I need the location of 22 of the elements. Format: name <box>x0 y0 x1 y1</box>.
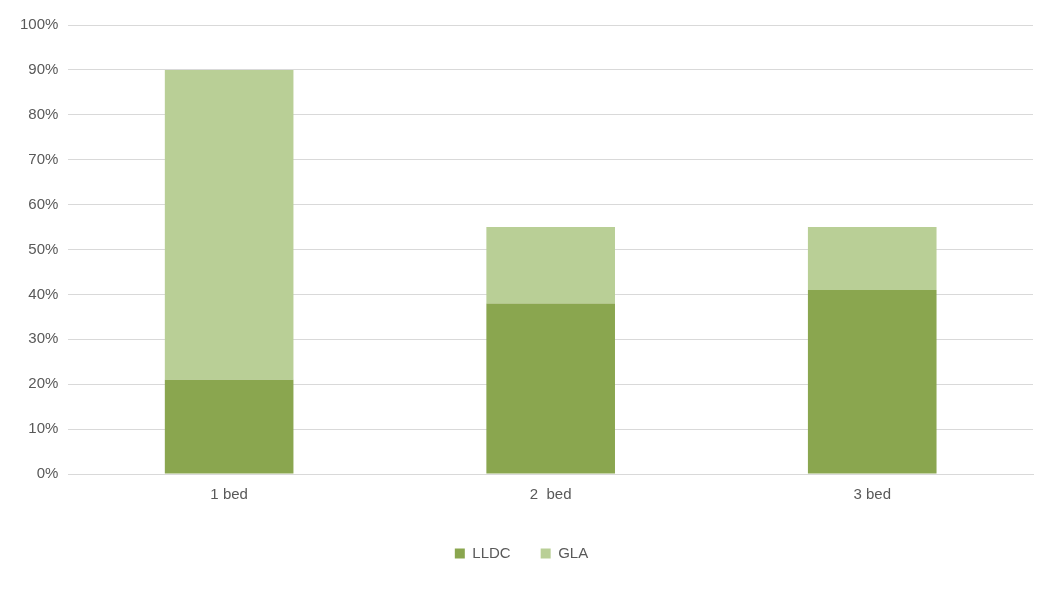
bar <box>486 227 615 304</box>
bar <box>486 303 615 474</box>
y-tick-label: 50% <box>28 239 59 257</box>
y-tick-label: 0% <box>36 464 59 482</box>
y-tick-label: 10% <box>28 419 59 437</box>
y-tick-label: 30% <box>28 329 59 347</box>
legend-label: GLA <box>558 543 589 561</box>
bar <box>164 69 294 380</box>
bar <box>807 227 937 290</box>
y-tick-label: 20% <box>28 374 59 392</box>
bar <box>807 289 937 474</box>
y-tick-label: 100% <box>19 15 59 33</box>
y-tick-label: 70% <box>28 149 59 167</box>
y-tick-label: 80% <box>28 104 59 122</box>
y-tick-label: 90% <box>28 60 59 78</box>
legend-label: LLDC <box>472 543 511 561</box>
y-tick-label: 40% <box>28 284 59 302</box>
bar <box>164 379 294 474</box>
x-tick-label: 3 bed <box>853 485 891 503</box>
x-tick-label: 1 bed <box>210 485 248 503</box>
y-tick-label: 60% <box>28 194 59 212</box>
x-tick-label: 2 bed <box>529 485 572 503</box>
